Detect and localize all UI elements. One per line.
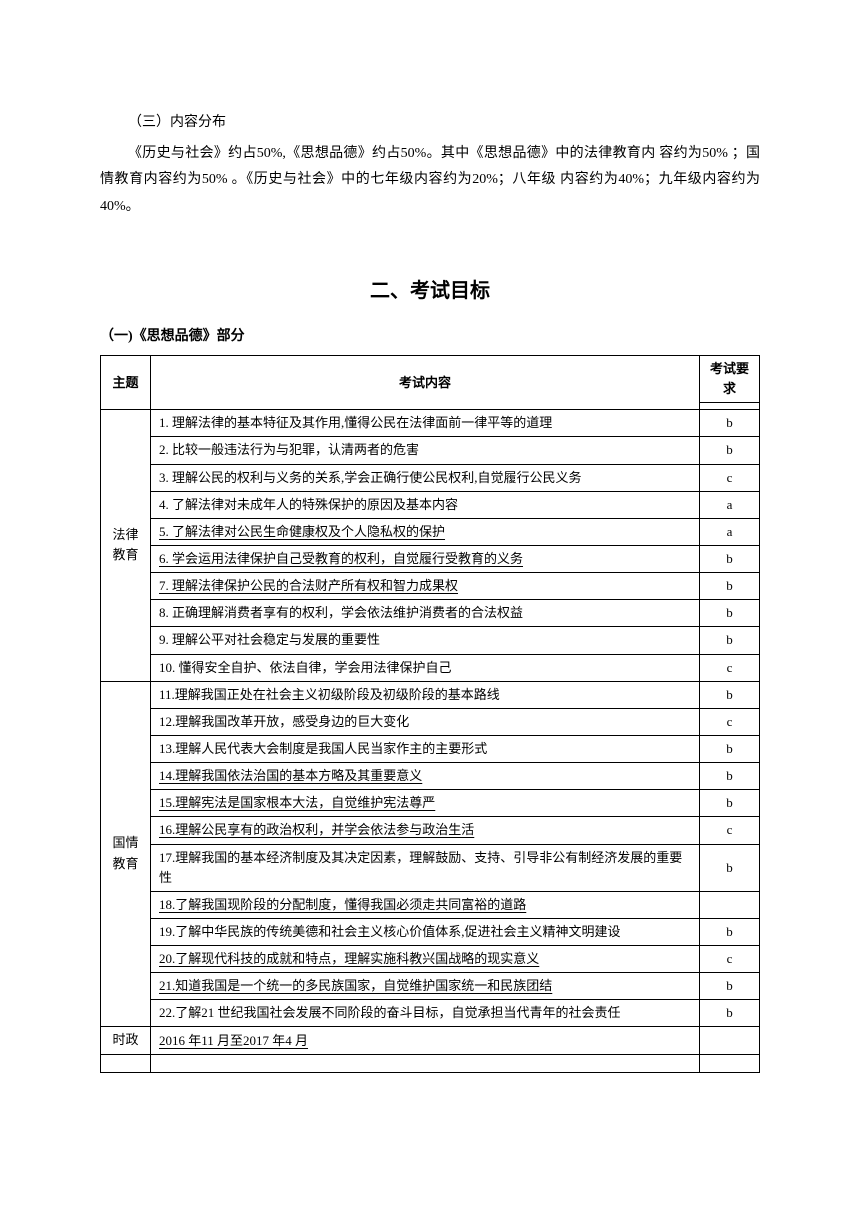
table-row: 15.理解宪法是国家根本大法，自觉维护宪法尊严 b xyxy=(101,790,760,817)
empty-cell xyxy=(101,1055,151,1073)
content-cell: 8. 正确理解消费者享有的权利，学会依法维护消费者的合法权益 xyxy=(151,600,700,627)
content-cell: 12.理解我国改革开放，感受身边的巨大变化 xyxy=(151,708,700,735)
table-row: 13.理解人民代表大会制度是我国人民当家作主的主要形式 b xyxy=(101,735,760,762)
req-cell: b xyxy=(700,844,760,891)
req-cell: b xyxy=(700,437,760,464)
table-row: 8. 正确理解消费者享有的权利，学会依法维护消费者的合法权益 b xyxy=(101,600,760,627)
req-cell: a xyxy=(700,491,760,518)
req-cell: b xyxy=(700,763,760,790)
table-row: 14.理解我国依法治国的基本方略及其重要意义 b xyxy=(101,763,760,790)
content-cell: 3. 理解公民的权利与义务的关系,学会正确行使公民权利,自觉履行公民义务 xyxy=(151,464,700,491)
header-requirement: 考试要求 xyxy=(700,355,760,402)
table-row: 12.理解我国改革开放，感受身边的巨大变化 c xyxy=(101,708,760,735)
content-cell: 13.理解人民代表大会制度是我国人民当家作主的主要形式 xyxy=(151,735,700,762)
table-row: 7. 理解法律保护公民的合法财产所有权和智力成果权 b xyxy=(101,573,760,600)
req-cell: b xyxy=(700,973,760,1000)
header-theme: 主题 xyxy=(101,355,151,409)
content-cell: 1. 理解法律的基本特征及其作用,懂得公民在法律面前一律平等的道理 xyxy=(151,410,700,437)
req-cell: b xyxy=(700,1000,760,1027)
table-row: 国情教育 11.理解我国正处在社会主义初级阶段及初级阶段的基本路线 b xyxy=(101,681,760,708)
table-row: 5. 了解法律对公民生命健康权及个人隐私权的保护 a xyxy=(101,518,760,545)
table-row: 20.了解现代科技的成就和特点，理解实施科教兴国战略的现实意义 c xyxy=(101,946,760,973)
table-row: 17.理解我国的基本经济制度及其决定因素，理解鼓励、支持、引导非公有制经济发展的… xyxy=(101,844,760,891)
req-cell: b xyxy=(700,735,760,762)
req-cell: b xyxy=(700,600,760,627)
content-cell: 11.理解我国正处在社会主义初级阶段及初级阶段的基本路线 xyxy=(151,681,700,708)
content-cell: 9. 理解公平对社会稳定与发展的重要性 xyxy=(151,627,700,654)
content-cell: 22.了解21 世纪我国社会发展不同阶段的奋斗目标，自觉承担当代青年的社会责任 xyxy=(151,1000,700,1027)
exam-table: 主题 考试内容 考试要求 法律教育 1. 理解法律的基本特征及其作用,懂得公民在… xyxy=(100,355,760,1073)
content-cell: 10. 懂得安全自护、依法自律，学会用法律保护自己 xyxy=(151,654,700,681)
table-row: 4. 了解法律对未成年人的特殊保护的原因及基本内容 a xyxy=(101,491,760,518)
table-row: 时政 2016 年11 月至2017 年4 月 xyxy=(101,1027,760,1055)
table-header-row: 主题 考试内容 考试要求 xyxy=(101,355,760,402)
sub-heading: （一)《思想品德》部分 xyxy=(100,324,760,351)
header-requirement-empty xyxy=(700,403,760,410)
req-cell: b xyxy=(700,627,760,654)
table-row: 19.了解中华民族的传统美德和社会主义核心价值体系,促进社会主义精神文明建设 b xyxy=(101,918,760,945)
section-3-body: 《历史与社会》约占50%,《思想品德》约占50%。其中《思想品德》中的法律教育内… xyxy=(100,141,760,221)
req-cell: b xyxy=(700,918,760,945)
table-row: 3. 理解公民的权利与义务的关系,学会正确行使公民权利,自觉履行公民义务 c xyxy=(101,464,760,491)
content-cell: 21.知道我国是一个统一的多民族国家，自觉维护国家统一和民族团结 xyxy=(151,973,700,1000)
empty-cell xyxy=(700,1055,760,1073)
req-cell: c xyxy=(700,464,760,491)
req-cell: b xyxy=(700,573,760,600)
content-cell: 4. 了解法律对未成年人的特殊保护的原因及基本内容 xyxy=(151,491,700,518)
req-cell: b xyxy=(700,410,760,437)
table-row: 21.知道我国是一个统一的多民族国家，自觉维护国家统一和民族团结 b xyxy=(101,973,760,1000)
table-row: 10. 懂得安全自护、依法自律，学会用法律保护自己 c xyxy=(101,654,760,681)
content-cell: 19.了解中华民族的传统美德和社会主义核心价值体系,促进社会主义精神文明建设 xyxy=(151,918,700,945)
req-cell: a xyxy=(700,518,760,545)
content-cell: 17.理解我国的基本经济制度及其决定因素，理解鼓励、支持、引导非公有制经济发展的… xyxy=(151,844,700,891)
theme-law: 法律教育 xyxy=(101,410,151,681)
section-3-heading: （三）内容分布 xyxy=(100,110,760,137)
req-cell xyxy=(700,1027,760,1055)
theme-politics: 时政 xyxy=(101,1027,151,1055)
content-cell: 18.了解我国现阶段的分配制度，懂得我国必须走共同富裕的道路 xyxy=(151,891,700,918)
req-cell: c xyxy=(700,654,760,681)
req-cell xyxy=(700,891,760,918)
main-title: 二、考试目标 xyxy=(100,272,760,310)
table-row: 2. 比较一般违法行为与犯罪，认清两者的危害 b xyxy=(101,437,760,464)
content-cell: 16.理解公民享有的政治权利，并学会依法参与政治生活 xyxy=(151,817,700,844)
table-row: 法律教育 1. 理解法律的基本特征及其作用,懂得公民在法律面前一律平等的道理 b xyxy=(101,410,760,437)
table-row: 9. 理解公平对社会稳定与发展的重要性 b xyxy=(101,627,760,654)
req-cell: c xyxy=(700,946,760,973)
content-cell: 15.理解宪法是国家根本大法，自觉维护宪法尊严 xyxy=(151,790,700,817)
req-cell: c xyxy=(700,708,760,735)
content-cell: 5. 了解法律对公民生命健康权及个人隐私权的保护 xyxy=(151,518,700,545)
content-cell: 14.理解我国依法治国的基本方略及其重要意义 xyxy=(151,763,700,790)
table-row: 22.了解21 世纪我国社会发展不同阶段的奋斗目标，自觉承担当代青年的社会责任 … xyxy=(101,1000,760,1027)
req-cell: b xyxy=(700,545,760,572)
table-row: 16.理解公民享有的政治权利，并学会依法参与政治生活 c xyxy=(101,817,760,844)
req-cell: b xyxy=(700,681,760,708)
theme-national: 国情教育 xyxy=(101,681,151,1027)
content-cell: 6. 学会运用法律保护自己受教育的权利，自觉履行受教育的义务 xyxy=(151,545,700,572)
req-cell: c xyxy=(700,817,760,844)
req-cell: b xyxy=(700,790,760,817)
table-row-empty xyxy=(101,1055,760,1073)
content-cell: 2. 比较一般违法行为与犯罪，认清两者的危害 xyxy=(151,437,700,464)
content-cell: 20.了解现代科技的成就和特点，理解实施科教兴国战略的现实意义 xyxy=(151,946,700,973)
content-cell: 7. 理解法律保护公民的合法财产所有权和智力成果权 xyxy=(151,573,700,600)
header-content: 考试内容 xyxy=(151,355,700,409)
table-row: 6. 学会运用法律保护自己受教育的权利，自觉履行受教育的义务 b xyxy=(101,545,760,572)
table-row: 18.了解我国现阶段的分配制度，懂得我国必须走共同富裕的道路 xyxy=(101,891,760,918)
empty-cell xyxy=(151,1055,700,1073)
content-cell: 2016 年11 月至2017 年4 月 xyxy=(151,1027,700,1055)
